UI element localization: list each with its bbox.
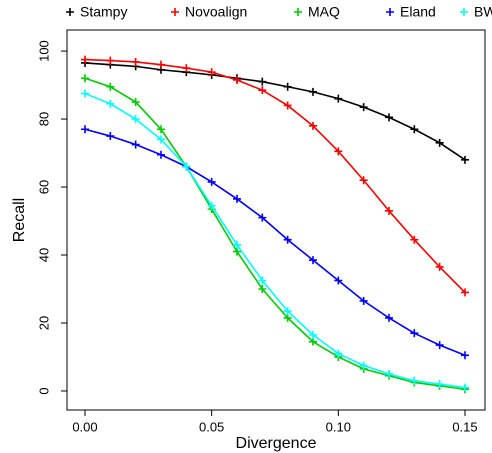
point-marker bbox=[207, 68, 216, 77]
legend-marker bbox=[66, 8, 74, 16]
legend-label: Novoalign bbox=[185, 4, 247, 20]
point-marker bbox=[334, 276, 343, 285]
legend-label: Stampy bbox=[80, 4, 127, 20]
legend-marker bbox=[294, 8, 302, 16]
point-marker bbox=[283, 307, 292, 316]
point-marker bbox=[106, 82, 115, 91]
legend-marker bbox=[171, 8, 179, 16]
y-tick-label: 40 bbox=[36, 248, 51, 262]
point-marker bbox=[435, 262, 444, 271]
legend-marker bbox=[386, 8, 394, 16]
point-marker bbox=[410, 376, 419, 385]
point-marker bbox=[283, 82, 292, 91]
point-marker bbox=[283, 313, 292, 322]
point-marker bbox=[410, 235, 419, 244]
point-marker bbox=[258, 77, 267, 86]
point-marker bbox=[232, 194, 241, 203]
x-axis-label: Divergence bbox=[236, 435, 317, 452]
point-marker bbox=[435, 138, 444, 147]
point-marker bbox=[156, 150, 165, 159]
point-marker bbox=[232, 247, 241, 256]
point-marker bbox=[283, 101, 292, 110]
point-marker bbox=[384, 369, 393, 378]
point-marker bbox=[258, 284, 267, 293]
point-marker bbox=[131, 140, 140, 149]
point-marker bbox=[156, 60, 165, 69]
point-marker bbox=[80, 55, 89, 64]
legend-label: BWA bbox=[474, 4, 492, 20]
point-marker bbox=[131, 57, 140, 66]
point-marker bbox=[131, 115, 140, 124]
series-line bbox=[84, 77, 466, 391]
point-marker bbox=[207, 177, 216, 186]
y-axis-label: Recall bbox=[11, 198, 28, 242]
point-marker bbox=[106, 132, 115, 141]
point-marker bbox=[80, 74, 89, 83]
legend-label: Eland bbox=[400, 4, 436, 20]
point-marker bbox=[410, 329, 419, 338]
point-marker bbox=[106, 56, 115, 65]
point-marker bbox=[308, 256, 317, 265]
point-marker bbox=[308, 330, 317, 339]
point-marker bbox=[131, 98, 140, 107]
point-marker bbox=[460, 351, 469, 360]
point-marker bbox=[308, 121, 317, 130]
point-marker bbox=[156, 135, 165, 144]
plot-frame bbox=[66, 29, 486, 411]
point-marker bbox=[359, 296, 368, 305]
point-marker bbox=[258, 276, 267, 285]
point-marker bbox=[359, 361, 368, 370]
point-marker bbox=[384, 206, 393, 215]
point-marker bbox=[182, 162, 191, 171]
point-marker bbox=[258, 213, 267, 222]
point-marker bbox=[308, 87, 317, 96]
point-marker bbox=[460, 383, 469, 392]
y-tick-label: 80 bbox=[36, 112, 51, 126]
series-line bbox=[84, 128, 466, 357]
point-marker bbox=[283, 235, 292, 244]
point-marker bbox=[80, 89, 89, 98]
point-marker bbox=[460, 288, 469, 297]
point-marker bbox=[232, 240, 241, 249]
x-tick-label: 0.05 bbox=[199, 419, 224, 434]
x-tick-label: 0.10 bbox=[326, 419, 351, 434]
series-line bbox=[84, 58, 466, 293]
x-tick-label: 0.00 bbox=[72, 419, 97, 434]
point-marker bbox=[334, 147, 343, 156]
point-marker bbox=[435, 341, 444, 350]
point-marker bbox=[106, 99, 115, 108]
point-marker bbox=[334, 94, 343, 103]
y-tick-label: 60 bbox=[36, 180, 51, 194]
y-tick-label: 0 bbox=[36, 387, 51, 394]
x-tick-label: 0.15 bbox=[452, 419, 477, 434]
point-marker bbox=[232, 75, 241, 84]
y-tick-label: 20 bbox=[36, 316, 51, 330]
point-marker bbox=[258, 86, 267, 95]
point-marker bbox=[334, 349, 343, 358]
point-marker bbox=[359, 176, 368, 185]
legend-label: MAQ bbox=[308, 4, 340, 20]
point-marker bbox=[384, 113, 393, 122]
point-marker bbox=[182, 64, 191, 73]
series-line bbox=[84, 92, 466, 389]
series-line bbox=[84, 62, 466, 161]
point-marker bbox=[156, 125, 165, 134]
point-marker bbox=[410, 125, 419, 134]
point-marker bbox=[359, 103, 368, 112]
point-marker bbox=[460, 155, 469, 164]
point-marker bbox=[384, 313, 393, 322]
point-marker bbox=[80, 125, 89, 134]
point-marker bbox=[435, 380, 444, 389]
y-tick-label: 100 bbox=[36, 40, 51, 62]
point-marker bbox=[308, 337, 317, 346]
point-marker bbox=[207, 201, 216, 210]
legend-marker bbox=[460, 8, 468, 16]
